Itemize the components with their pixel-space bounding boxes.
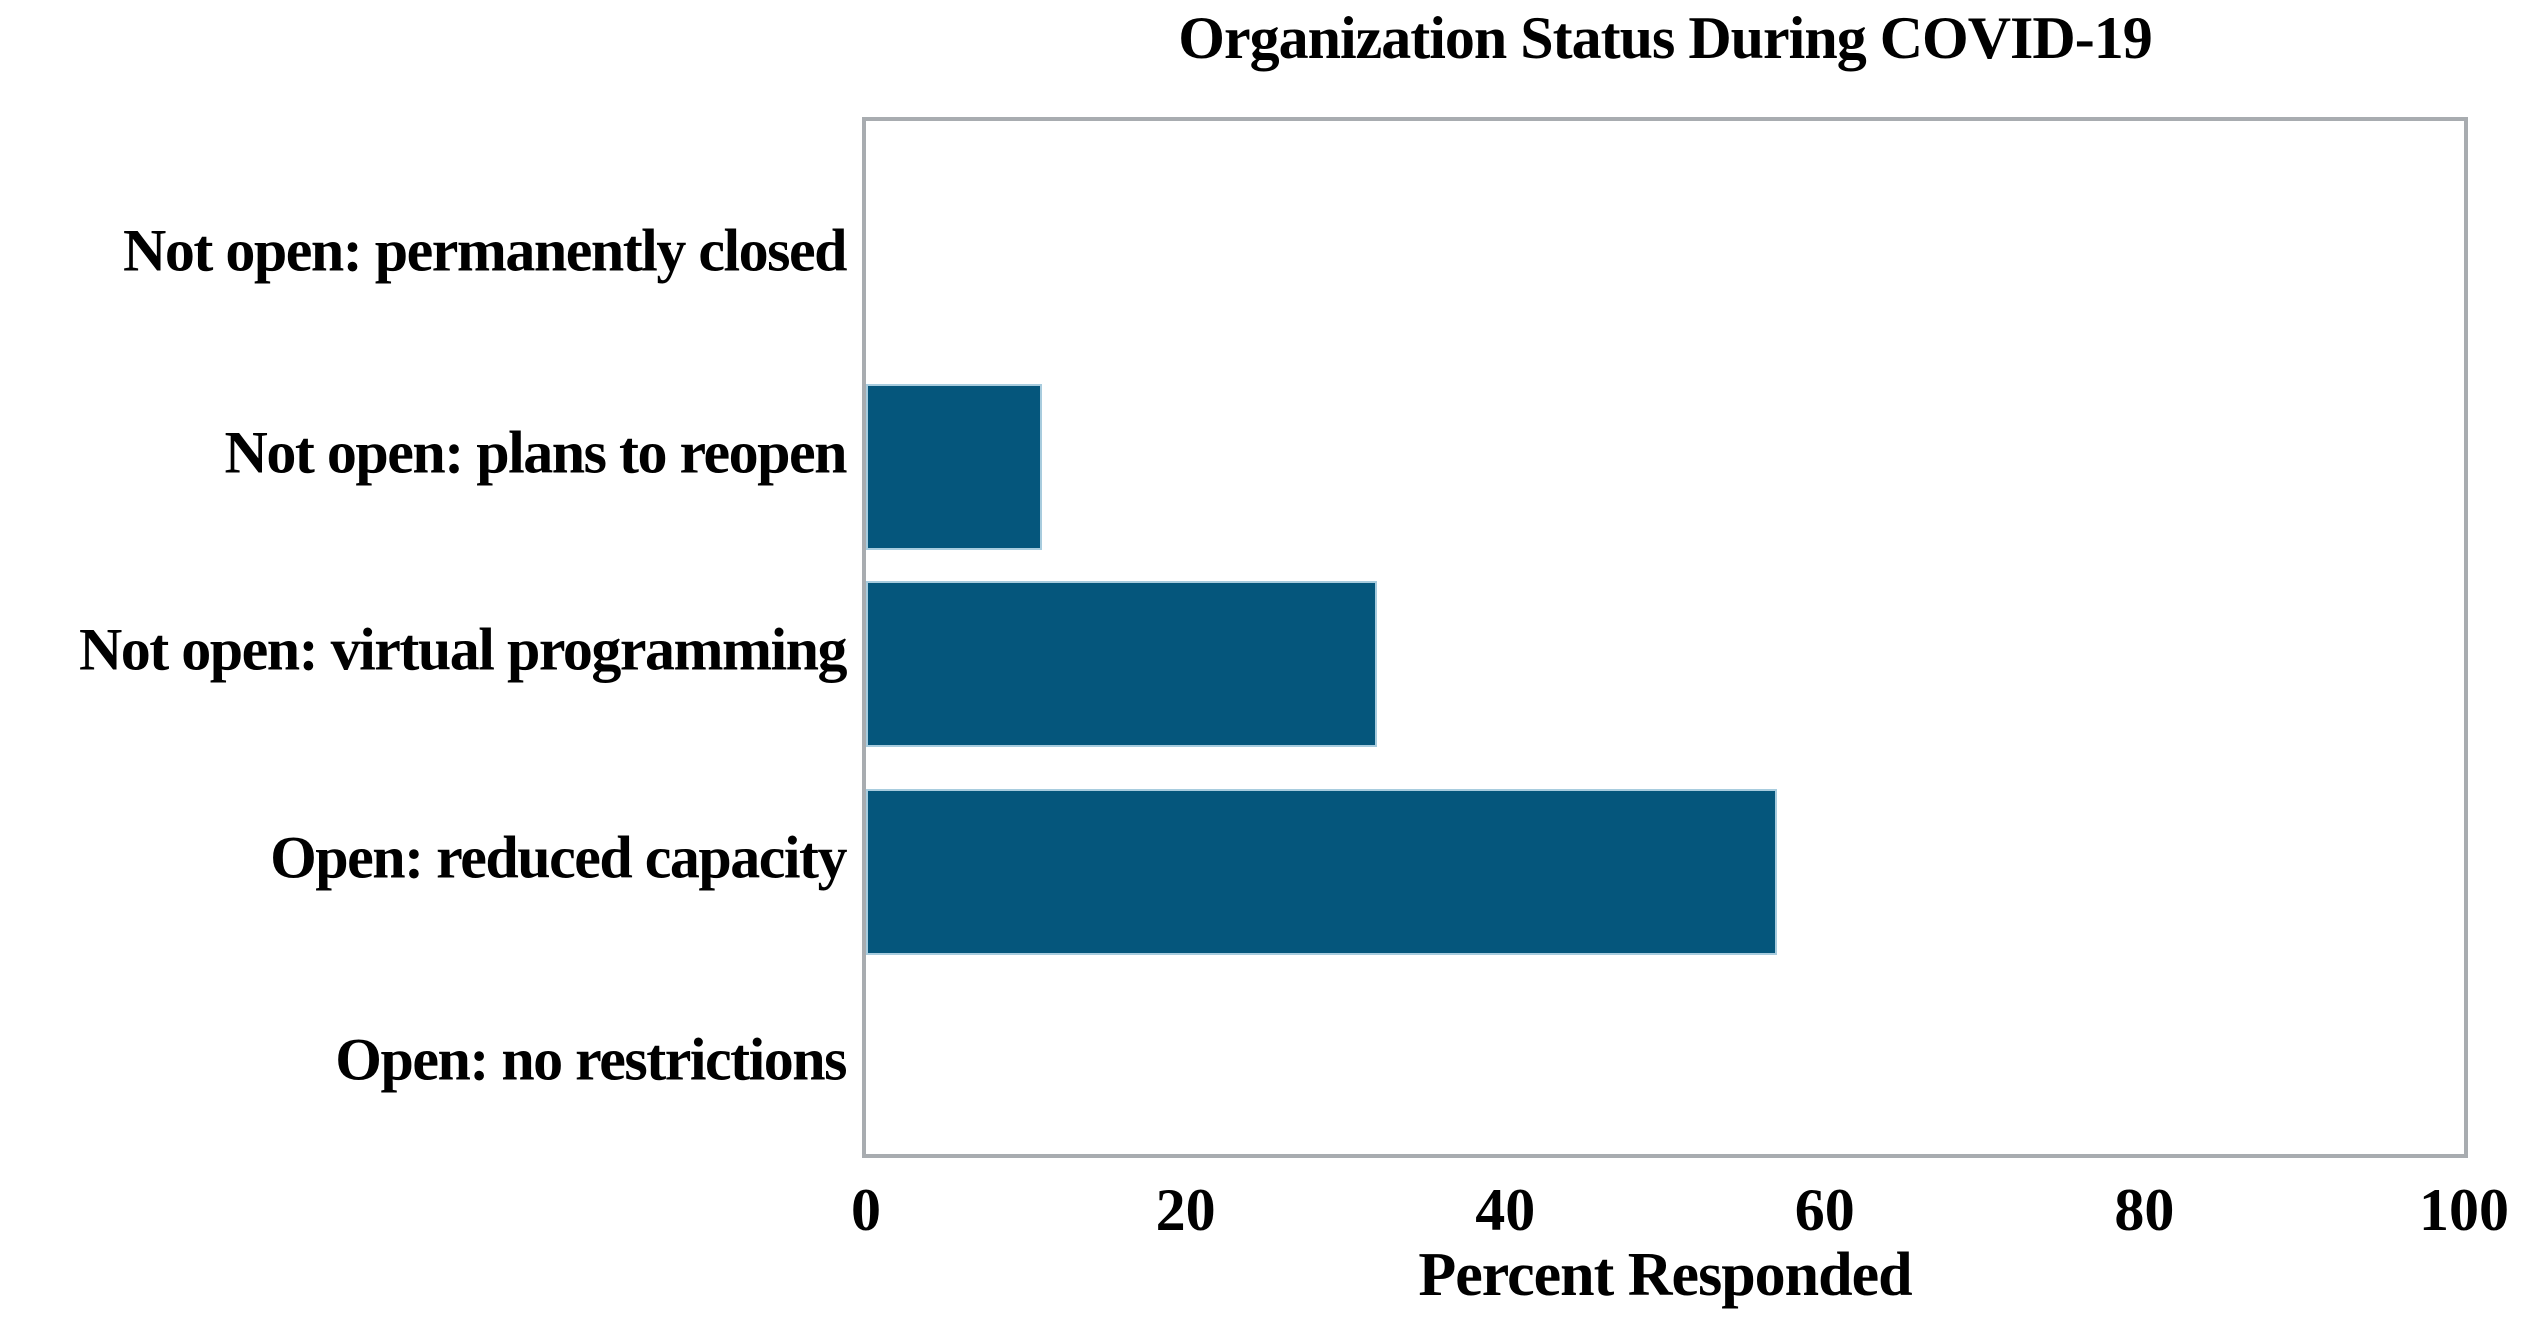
x-axis-label: Percent Responded (1418, 1241, 1912, 1309)
bar-open-reduced-capacity (866, 788, 1777, 955)
x-tick-label: 80 (2114, 1177, 2175, 1243)
bar-not-open-virtual-programming (866, 581, 1378, 748)
category-label: Open: reduced capacity (270, 824, 847, 891)
bar-not-open-plans-to-reopen (866, 384, 1042, 551)
category-label: Not open: permanently closed (123, 217, 847, 284)
category-label: Open: no restrictions (335, 1026, 847, 1093)
x-tick-label: 60 (1794, 1177, 1855, 1243)
plot-area (862, 117, 2468, 1158)
chart-title: Organization Status During COVID-19 (1178, 5, 2152, 71)
x-tick-label: 0 (851, 1177, 881, 1243)
x-tick-label: 100 (2419, 1177, 2509, 1243)
x-tick-label: 40 (1475, 1177, 1536, 1243)
x-tick-label: 20 (1155, 1177, 1216, 1243)
category-label: Not open: virtual programming (78, 616, 848, 683)
category-label: Not open: plans to reopen (224, 419, 848, 486)
